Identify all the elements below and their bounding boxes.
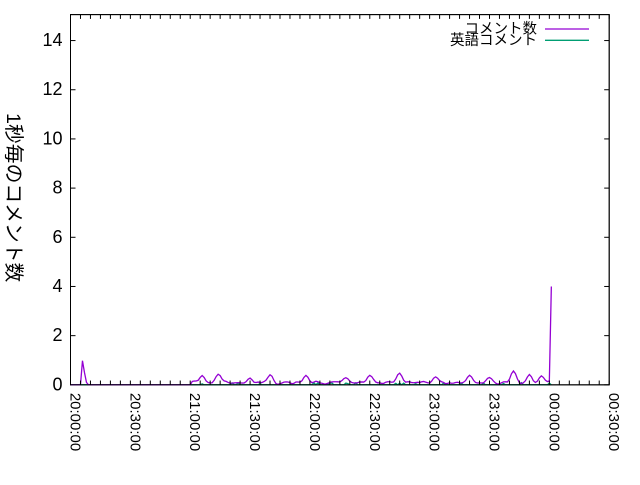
svg-text:6: 6 (52, 227, 62, 247)
svg-text:22:00:00: 22:00:00 (306, 393, 323, 451)
svg-text:23:00:00: 23:00:00 (426, 393, 443, 451)
svg-text:00:30:00: 00:30:00 (605, 393, 622, 451)
svg-text:0: 0 (52, 374, 62, 394)
svg-text:20:00:00: 20:00:00 (67, 393, 84, 451)
svg-text:22:30:00: 22:30:00 (366, 393, 383, 451)
svg-text:8: 8 (52, 178, 62, 198)
svg-text:4: 4 (52, 276, 62, 296)
svg-text:10: 10 (42, 128, 62, 148)
svg-text:23:30:00: 23:30:00 (485, 393, 502, 451)
svg-text:2: 2 (52, 325, 62, 345)
svg-text:20:30:00: 20:30:00 (126, 393, 143, 451)
svg-text:00:00:00: 00:00:00 (545, 393, 562, 451)
svg-text:英語コメント: 英語コメント (450, 31, 537, 49)
svg-text:14: 14 (42, 30, 62, 50)
svg-text:21:30:00: 21:30:00 (246, 393, 263, 451)
svg-text:1秒毎のコメント数: 1秒毎のコメント数 (2, 113, 24, 282)
svg-text:21:00:00: 21:00:00 (186, 393, 203, 451)
svg-text:12: 12 (42, 79, 62, 99)
